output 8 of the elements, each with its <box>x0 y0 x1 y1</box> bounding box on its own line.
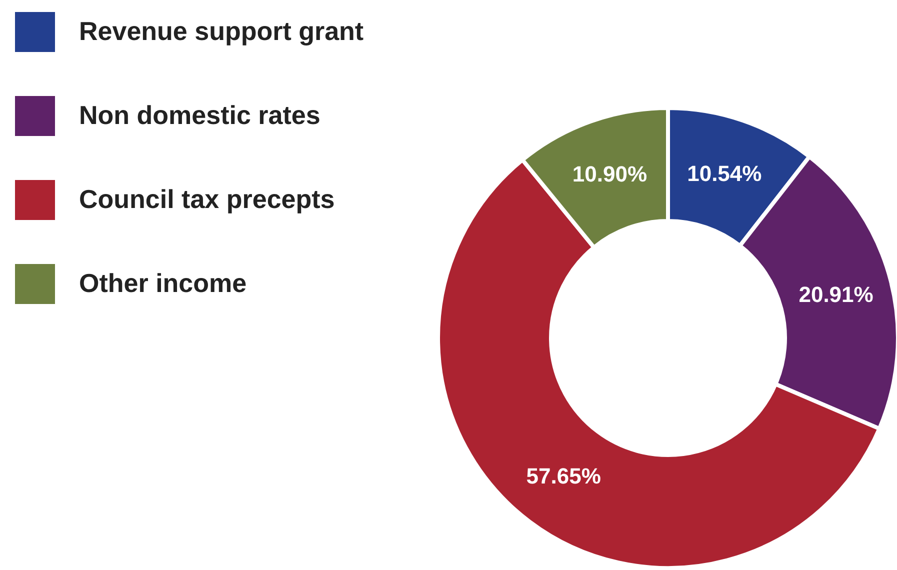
data-label: 10.90% <box>572 162 648 187</box>
data-label: 20.91% <box>798 282 874 307</box>
data-label: 57.65% <box>526 464 601 489</box>
legend-label: Non domestic rates <box>79 100 320 130</box>
legend-label: Other income <box>79 268 247 298</box>
legend-label: Revenue support grant <box>79 16 364 46</box>
data-label: 10.54% <box>687 160 762 186</box>
legend-label: Council tax precepts <box>79 184 335 214</box>
